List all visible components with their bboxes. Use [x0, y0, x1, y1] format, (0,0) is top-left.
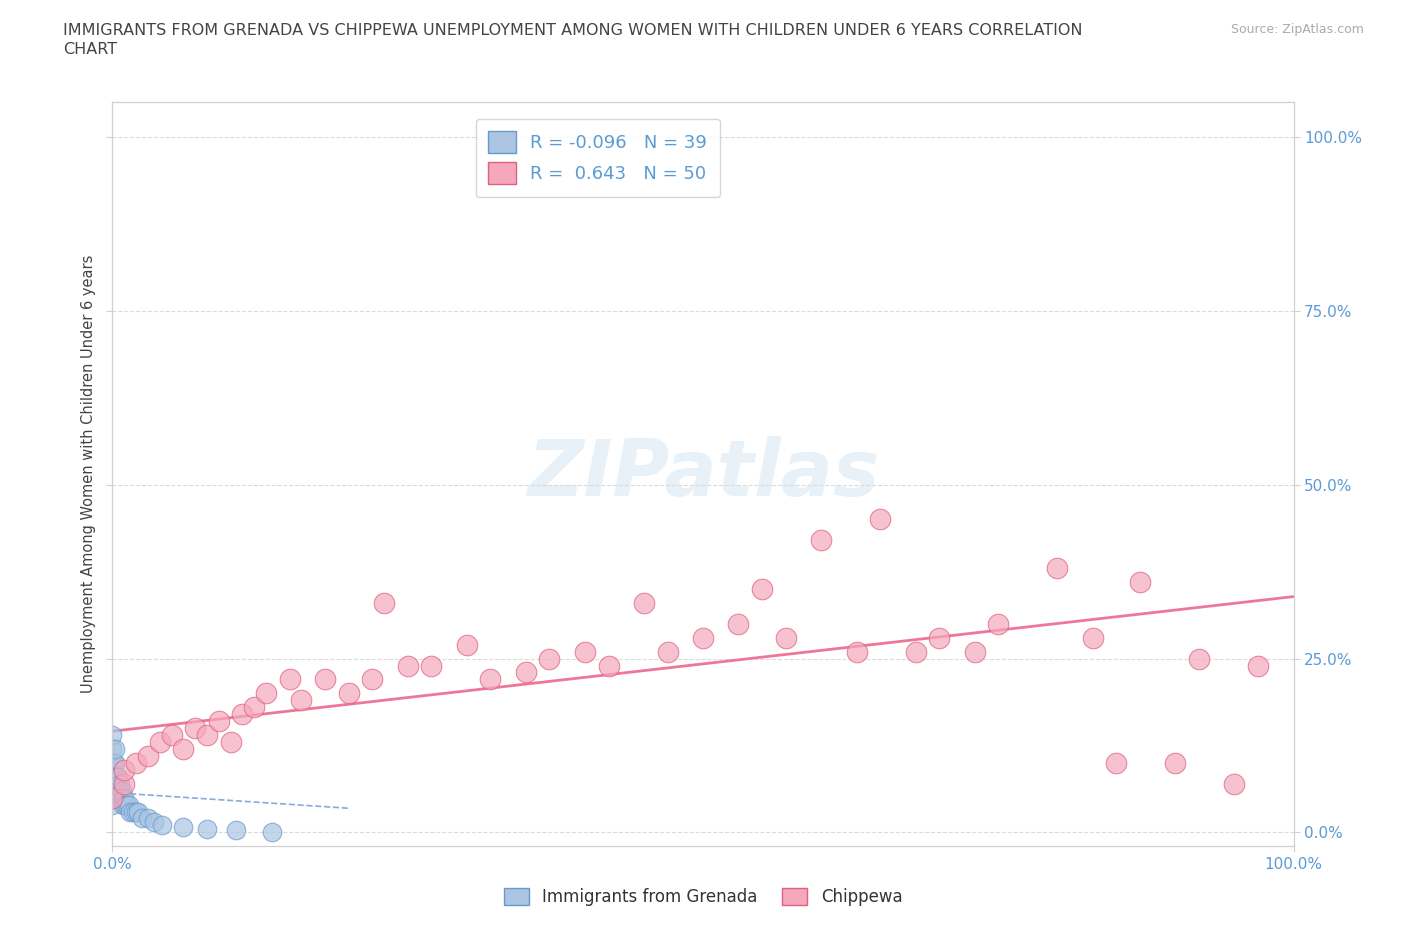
Point: [112, 797, 135, 812]
Point: [150, 818, 173, 833]
Point: [278, 672, 301, 687]
Point: [1046, 561, 1069, 576]
Point: [1081, 631, 1104, 645]
Point: [1129, 575, 1152, 590]
Point: [101, 755, 124, 770]
Point: [115, 797, 138, 812]
Point: [103, 783, 125, 798]
Point: [195, 727, 218, 742]
Point: [160, 727, 183, 742]
Point: [479, 672, 502, 687]
Point: [420, 658, 443, 673]
Point: [103, 769, 125, 784]
Text: CHART: CHART: [63, 42, 117, 57]
Point: [1223, 777, 1246, 791]
Point: [105, 783, 128, 798]
Y-axis label: Unemployment Among Women with Children Under 6 years: Unemployment Among Women with Children U…: [80, 255, 96, 694]
Point: [101, 783, 124, 798]
Point: [172, 819, 194, 834]
Point: [112, 777, 135, 791]
Text: IMMIGRANTS FROM GRENADA VS CHIPPEWA UNEMPLOYMENT AMONG WOMEN WITH CHILDREN UNDER: IMMIGRANTS FROM GRENADA VS CHIPPEWA UNEM…: [63, 23, 1083, 38]
Point: [136, 811, 159, 826]
Point: [120, 804, 142, 819]
Point: [112, 763, 135, 777]
Point: [515, 665, 537, 680]
Point: [254, 686, 277, 701]
Point: [373, 595, 395, 610]
Point: [775, 631, 797, 645]
Point: [136, 749, 159, 764]
Point: [131, 811, 153, 826]
Point: [987, 617, 1010, 631]
Point: [114, 797, 136, 812]
Point: [103, 755, 125, 770]
Point: [456, 637, 478, 652]
Point: [574, 644, 596, 659]
Point: [231, 707, 253, 722]
Point: [105, 783, 128, 798]
Text: ZIPatlas: ZIPatlas: [527, 436, 879, 512]
Point: [107, 769, 129, 784]
Point: [337, 686, 360, 701]
Point: [104, 769, 127, 784]
Point: [598, 658, 620, 673]
Point: [118, 797, 141, 812]
Point: [110, 790, 132, 805]
Point: [101, 769, 124, 784]
Point: [1247, 658, 1270, 673]
Point: [108, 777, 131, 791]
Point: [101, 741, 124, 756]
Point: [1188, 651, 1211, 666]
Point: [1105, 755, 1128, 770]
Point: [149, 735, 172, 750]
Point: [538, 651, 561, 666]
Point: [195, 821, 218, 836]
Point: [751, 581, 773, 596]
Legend: R = -0.096   N = 39, R =  0.643   N = 50: R = -0.096 N = 39, R = 0.643 N = 50: [475, 119, 720, 197]
Point: [692, 631, 714, 645]
Point: [101, 797, 124, 812]
Point: [127, 804, 149, 819]
Point: [904, 644, 927, 659]
Point: [208, 713, 231, 728]
Point: [657, 644, 679, 659]
Point: [963, 644, 986, 659]
Point: [243, 699, 266, 714]
Point: [105, 769, 128, 784]
Point: [184, 721, 207, 736]
Point: [260, 824, 283, 839]
Point: [101, 727, 124, 742]
Point: [142, 815, 165, 830]
Point: [396, 658, 419, 673]
Point: [104, 755, 127, 770]
Point: [111, 783, 134, 798]
Point: [172, 741, 194, 756]
Point: [125, 755, 148, 770]
Point: [361, 672, 384, 687]
Point: [810, 533, 832, 548]
Point: [1164, 755, 1187, 770]
Point: [112, 790, 135, 805]
Point: [107, 783, 129, 798]
Point: [290, 693, 312, 708]
Point: [928, 631, 950, 645]
Point: [121, 804, 143, 819]
Point: [219, 735, 242, 750]
Point: [108, 783, 131, 798]
Point: [104, 741, 127, 756]
Point: [633, 595, 655, 610]
Point: [727, 617, 749, 631]
Point: [101, 790, 124, 805]
Point: [225, 823, 247, 838]
Text: Source: ZipAtlas.com: Source: ZipAtlas.com: [1230, 23, 1364, 36]
Point: [845, 644, 868, 659]
Legend: Immigrants from Grenada, Chippewa: Immigrants from Grenada, Chippewa: [496, 881, 910, 912]
Point: [105, 769, 128, 784]
Point: [869, 512, 891, 527]
Point: [125, 804, 148, 819]
Point: [314, 672, 336, 687]
